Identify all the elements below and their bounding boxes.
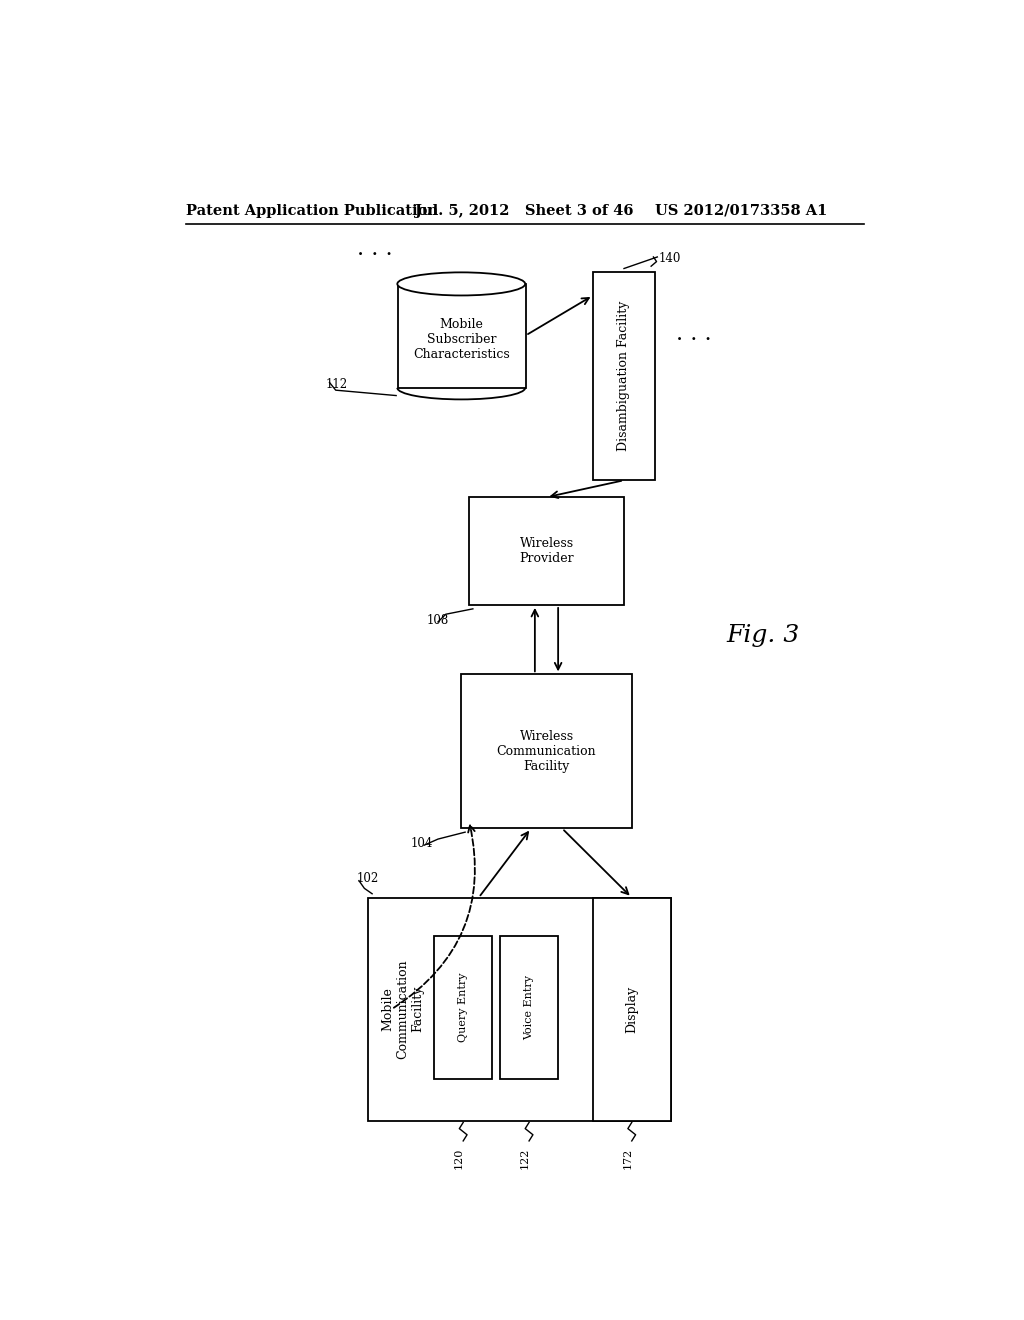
Text: . . .: . . . xyxy=(676,323,712,345)
Text: Voice Entry: Voice Entry xyxy=(524,975,535,1040)
Text: Patent Application Publication: Patent Application Publication xyxy=(186,203,438,218)
Bar xyxy=(469,498,624,605)
Text: 104: 104 xyxy=(411,837,433,850)
FancyArrowPatch shape xyxy=(394,825,475,1007)
Bar xyxy=(369,898,671,1121)
Text: . . .: . . . xyxy=(356,238,392,260)
Text: Jul. 5, 2012   Sheet 3 of 46: Jul. 5, 2012 Sheet 3 of 46 xyxy=(415,203,633,218)
Text: US 2012/0173358 A1: US 2012/0173358 A1 xyxy=(655,203,827,218)
Text: 102: 102 xyxy=(356,871,379,884)
Text: Wireless
Provider: Wireless Provider xyxy=(519,537,573,565)
Bar xyxy=(593,272,655,480)
Text: 108: 108 xyxy=(426,614,449,627)
Text: 120: 120 xyxy=(454,1148,464,1170)
Text: Mobile
Subscriber
Characteristics: Mobile Subscriber Characteristics xyxy=(413,318,510,360)
Text: Wireless
Communication
Facility: Wireless Communication Facility xyxy=(497,730,596,772)
Text: 122: 122 xyxy=(520,1148,529,1170)
Bar xyxy=(500,936,558,1078)
Bar xyxy=(397,284,525,388)
Text: 172: 172 xyxy=(623,1148,633,1170)
Text: Disambiguation Facility: Disambiguation Facility xyxy=(617,301,631,451)
Text: Query Entry: Query Entry xyxy=(458,973,468,1041)
Bar xyxy=(461,675,632,829)
Bar xyxy=(593,898,671,1121)
Text: Mobile
Communication
Facility: Mobile Communication Facility xyxy=(382,960,425,1059)
Text: Fig. 3: Fig. 3 xyxy=(727,624,800,647)
Text: Display: Display xyxy=(626,986,638,1032)
Text: 112: 112 xyxy=(326,378,348,391)
Ellipse shape xyxy=(397,272,525,296)
Text: 140: 140 xyxy=(658,252,681,265)
Bar xyxy=(434,936,493,1078)
